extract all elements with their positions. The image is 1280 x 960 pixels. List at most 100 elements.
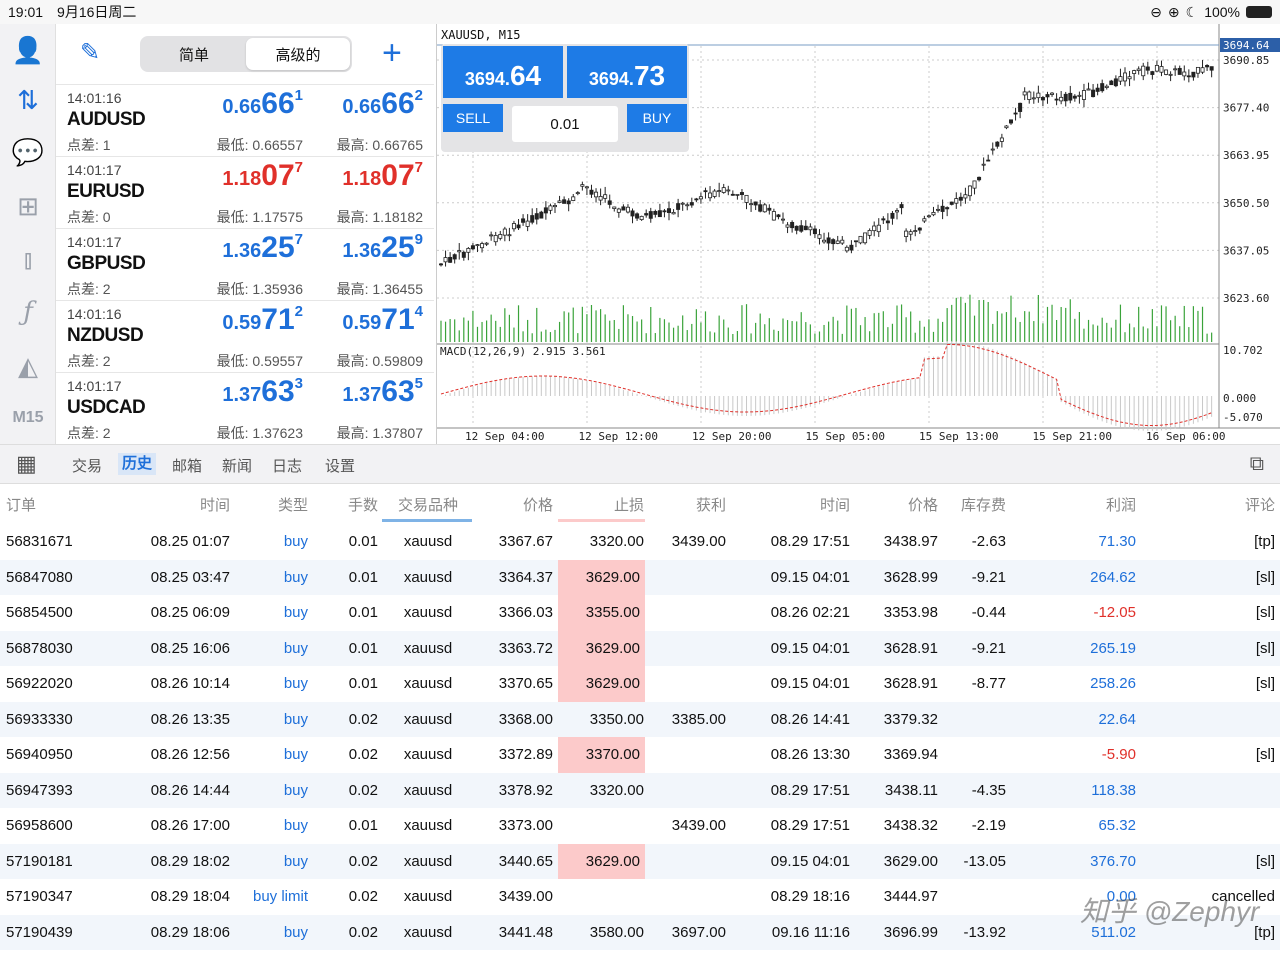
table-row[interactable]: 56854500 08.25 06:09 buy 0.01 xauusd 3366.03 3…	[0, 595, 1280, 631]
cell-comment	[1150, 773, 1275, 809]
quote-ask[interactable]: 1.18077	[342, 159, 423, 193]
cell-open-time: 08.26 17:00	[150, 817, 230, 835]
new-order-icon[interactable]: ⊞	[17, 190, 39, 221]
table-row[interactable]: 57190181 08.29 18:02 buy 0.02 xauusd 3440.65 3…	[0, 843, 1280, 879]
table-row[interactable]: 56940950 08.26 12:56 buy 0.02 xauusd 3372.89 3…	[0, 737, 1280, 773]
candle-body	[1191, 71, 1196, 78]
cell-order: 56947393	[6, 781, 73, 799]
quote-ask[interactable]: 1.37635	[342, 375, 423, 409]
candle-body	[470, 245, 475, 250]
timeframe-button[interactable]: M15	[12, 409, 44, 426]
col-header-close-time[interactable]: 时间	[819, 497, 850, 514]
tab-journal[interactable]: 日志	[272, 458, 303, 475]
cell-close-price: 3369.94	[883, 746, 938, 764]
quote-row[interactable]: 14:01:17 EURUSD 点差: 0 1.18077 1.18077 最低…	[56, 156, 434, 228]
cell-take-profit: 3385.00	[671, 710, 726, 728]
macd-tick-label: 0.000	[1223, 392, 1256, 405]
tab-history[interactable]: 历史	[118, 453, 157, 475]
table-row[interactable]: 56831671 08.25 01:07 buy 0.01 xauusd 3367.67 3…	[0, 524, 1280, 560]
table-row[interactable]: 56922020 08.26 10:14 buy 0.01 xauusd 3370.65 3…	[0, 666, 1280, 702]
quote-bid[interactable]: 0.59712	[222, 303, 303, 337]
lot-input[interactable]: 0.01	[512, 106, 618, 142]
chart-area[interactable]: 3690.85 3677.40 3663.95 3650.50 3637.05 3623.…	[436, 24, 1280, 444]
candle-body	[904, 230, 909, 238]
seg-simple[interactable]: 简单	[178, 46, 209, 64]
candle-body	[1031, 97, 1036, 100]
quote-bid[interactable]: 1.36257	[222, 231, 303, 265]
quote-bid[interactable]: 1.37633	[222, 375, 303, 409]
split-view-icon[interactable]: ⧉	[1249, 453, 1264, 475]
tab-settings[interactable]: 设置	[325, 458, 356, 475]
add-symbol-icon[interactable]: +	[382, 34, 402, 72]
price-chart[interactable]: 3690.85 3677.40 3663.95 3650.50 3637.05 3623.…	[437, 24, 1280, 444]
candle-body	[607, 200, 612, 205]
col-header-symbol[interactable]: 交易品种	[397, 497, 458, 514]
cell-open-price: 3364.37	[498, 568, 553, 586]
chat-icon[interactable]: 💬	[11, 136, 45, 167]
cell-stop-loss: 3629.00	[558, 559, 645, 595]
col-header-swap[interactable]: 库存费	[960, 497, 1006, 514]
table-row[interactable]: 56947393 08.26 14:44 buy 0.02 xauusd 3378.92 3…	[0, 772, 1280, 809]
quote-bid[interactable]: 1.18077	[222, 159, 303, 193]
table-row[interactable]: 56847080 08.25 03:47 buy 0.01 xauusd 3364.37 3…	[0, 559, 1280, 595]
x-tick-label: 12 Sep 20:00	[692, 430, 771, 443]
calendar-icon[interactable]: ▦	[16, 451, 37, 476]
col-header-close-price[interactable]: 价格	[907, 497, 938, 514]
candle-body	[466, 247, 471, 253]
indicator-icon[interactable]: ƒ	[23, 297, 33, 327]
table-row[interactable]: 56878030 08.25 16:06 buy 0.01 xauusd 3363.72 3…	[0, 630, 1280, 666]
candle-body	[635, 213, 640, 219]
col-header-open-price[interactable]: 价格	[522, 497, 553, 514]
cell-comment: [sl]	[1255, 639, 1275, 657]
quote-row[interactable]: 14:01:17 USDCAD 点差: 2 1.37633 1.37635 最低…	[56, 372, 434, 444]
cell-type: buy	[283, 923, 308, 941]
col-header-comment[interactable]: 评论	[1244, 497, 1275, 514]
quote-row[interactable]: 14:01:17 GBPUSD 点差: 2 1.36257 1.36259 最低…	[56, 228, 434, 300]
candle-body	[872, 225, 877, 232]
chart-type-icon[interactable]: ⫾	[23, 244, 33, 274]
table-row[interactable]: 57190439 08.29 18:06 buy 0.02 xauusd 3441.48 3…	[0, 914, 1280, 950]
cell-type: buy	[283, 781, 308, 799]
quote-bid[interactable]: 0.66661	[222, 87, 303, 121]
table-row[interactable]: 57190347 08.29 18:04 buy limit 0.02 xauusd 34…	[0, 879, 1280, 915]
cell-symbol: xauusd	[403, 568, 453, 586]
quote-ask[interactable]: 0.66662	[342, 87, 423, 121]
table-row[interactable]: 56958600 08.26 17:00 buy 0.01 xauusd 3373.00 3…	[0, 808, 1280, 844]
sell-button[interactable]: 3694.64	[443, 46, 563, 98]
cell-order: 56878030	[6, 639, 73, 657]
account-icon[interactable]: 👤	[11, 34, 45, 65]
table-row[interactable]: 56933330 08.26 13:35 buy 0.02 xauusd 3368.00 3…	[0, 701, 1280, 737]
col-header-order[interactable]: 订单	[6, 497, 37, 514]
objects-icon[interactable]: ◭	[18, 350, 38, 381]
col-header-take-profit[interactable]: 获利	[695, 497, 726, 514]
col-header-type[interactable]: 类型	[277, 497, 308, 514]
bid-main: 63	[261, 375, 295, 408]
candle-body	[721, 187, 726, 193]
col-header-open-time[interactable]: 时间	[199, 497, 230, 514]
col-header-volume[interactable]: 手数	[347, 497, 378, 514]
quote-ask[interactable]: 0.59714	[342, 303, 423, 337]
quote-ask[interactable]: 1.36259	[342, 231, 423, 265]
cell-profit: 71.30	[1098, 533, 1136, 551]
ask-main: 71	[381, 303, 415, 336]
tab-mailbox[interactable]: 邮箱	[172, 458, 203, 475]
edit-icon[interactable]: ✎	[80, 39, 101, 66]
sell-label[interactable]: SELL	[443, 104, 503, 132]
buy-price-prefix: 3694.	[588, 69, 634, 89]
buy-button[interactable]: 3694.73	[567, 46, 687, 98]
quotes-icon[interactable]: ⇅	[17, 84, 39, 115]
tab-trade[interactable]: 交易	[72, 458, 103, 475]
cell-symbol: xauusd	[403, 533, 453, 551]
ask-pip: 5	[414, 375, 423, 392]
quote-row[interactable]: 14:01:16 AUDUSD 点差: 1 0.66661 0.66662 最低…	[56, 84, 434, 156]
macd-tick-label: -5.070	[1223, 411, 1263, 424]
quote-row[interactable]: 14:01:16 NZDUSD 点差: 2 0.59712 0.59714 最低…	[56, 300, 434, 372]
candle-body	[958, 196, 963, 201]
tab-news[interactable]: 新闻	[222, 458, 253, 475]
col-header-stop-loss[interactable]: 止损	[613, 497, 644, 514]
buy-label[interactable]: BUY	[627, 104, 687, 132]
cell-open-time: 08.25 06:09	[150, 604, 230, 622]
cell-type: buy	[283, 817, 308, 835]
col-header-profit[interactable]: 利润	[1105, 497, 1136, 514]
seg-advanced[interactable]: 高级的	[246, 38, 350, 70]
